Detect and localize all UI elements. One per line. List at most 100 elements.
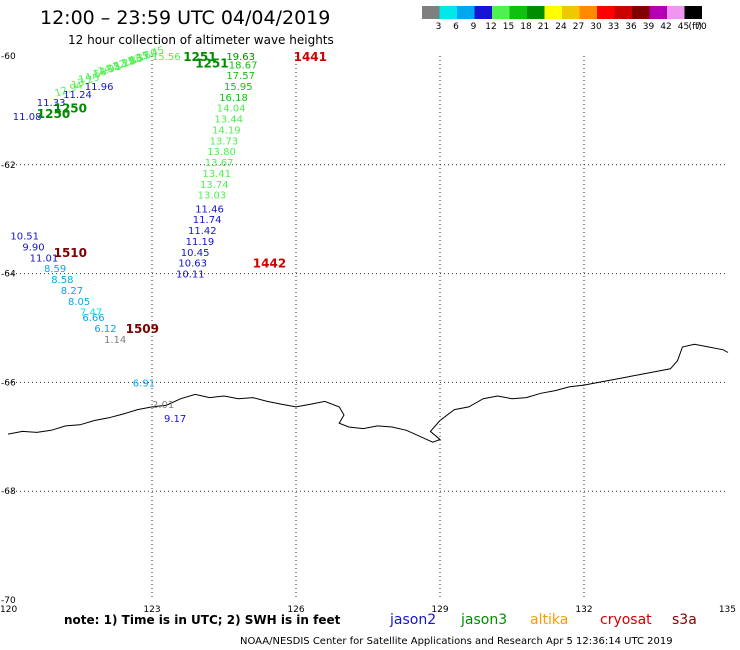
coastline-path (7, 343, 729, 443)
lon-tick-label: 135 (719, 605, 736, 615)
legend-label: 21 (538, 22, 549, 32)
lat-tick-label: -60 (1, 52, 16, 62)
pass-time-label: 1509 (126, 322, 159, 336)
wave-height-value: 11.74 (193, 215, 222, 226)
pass-time-label: 1251 (183, 50, 216, 64)
note-text: note: 1) Time is in UTC; 2) SWH is in fe… (64, 613, 341, 627)
wave-height-value: 13.67 (205, 158, 234, 169)
wave-height-value: 14.04 (217, 104, 246, 115)
wave-height-value: 8.58 (51, 275, 73, 286)
legend-swatch (614, 6, 632, 19)
lon-tick-label: 126 (287, 605, 304, 615)
legend-label: 9 (471, 22, 477, 32)
legend-swatch (457, 6, 475, 19)
wave-height-value: 1.14 (104, 335, 126, 346)
lat-tick-label: -70 (1, 596, 16, 606)
wave-height-value: 14.19 (212, 125, 241, 136)
legend-label: 15 (503, 22, 514, 32)
legend-label: 24 (555, 22, 567, 32)
legend-label: 27 (573, 22, 584, 32)
pass-time-label: 1250 (37, 107, 70, 121)
lat-tick-label: -66 (1, 378, 16, 388)
wave-height-value: 17.57 (226, 71, 255, 82)
satellite-s3a: s3a (672, 612, 697, 628)
wave-height-legend: 3 6 9 12 15 18 21 24 27 30 33 36 39 42 45 70(ft) (422, 6, 707, 32)
wave-height-value: 13.44 (214, 115, 243, 126)
axis-labels: 120 123 126 129 132 135 -60 -62 -64 -66 -68 -70 (0, 52, 736, 615)
pass-time-label: 1510 (54, 246, 87, 260)
pass-time-label: 1442 (253, 257, 286, 271)
wave-height-value: 7.47 (80, 308, 102, 319)
legend-swatch (667, 6, 685, 19)
legend-swatch (579, 6, 597, 19)
lat-tick-label: -64 (1, 270, 16, 280)
wave-height-value: 6.91 (133, 378, 155, 389)
satellite-cryosat: cryosat (600, 612, 652, 628)
observations: 15.4515.3715.2814.9114.6614.2213.8613.60… (10, 45, 327, 425)
wave-height-value: 6.12 (94, 324, 116, 335)
legend-swatch (632, 6, 650, 19)
wave-height-value: 6.66 (82, 313, 104, 324)
legend-label: 30 (590, 22, 602, 32)
legend-swatch (649, 6, 667, 19)
wave-height-value: 11.01 (30, 253, 59, 264)
wave-height-value: 9.90 (22, 242, 44, 253)
wave-height-value: 13.41 (202, 169, 231, 180)
wave-height-value: 10.45 (181, 248, 210, 259)
wave-height-value: 19.63 (226, 52, 255, 63)
wave-height-value: 10.11 (176, 270, 205, 281)
wave-height-value: 13.80 (207, 147, 236, 158)
wave-height-value: 8.05 (68, 297, 90, 308)
wave-height-value: 15.95 (224, 82, 253, 93)
legend-swatch (562, 6, 580, 19)
wave-height-value: 11.08 (13, 112, 42, 123)
legend-label: 45 (678, 22, 689, 32)
wave-height-value: 11.46 (195, 204, 224, 215)
legend-label: 3 (436, 22, 442, 32)
satellite-legend: jason2 jason3 altika cryosat s3a (389, 612, 697, 628)
lat-lon-grid (8, 56, 728, 600)
credit-text: NOAA/NESDIS Center for Satellite Applica… (240, 636, 673, 647)
wave-height-value: 8.27 (61, 286, 83, 297)
legend-swatch (439, 6, 457, 19)
lat-tick-label: -62 (1, 161, 16, 171)
map-subtitle: 12 hour collection of altimeter wave hei… (68, 33, 334, 47)
legend-label: 39 (643, 22, 655, 32)
wave-height-value: 10.51 (10, 232, 39, 243)
wave-height-value: 13.03 (198, 191, 227, 202)
legend-swatch (492, 6, 510, 19)
wave-height-value: 13.74 (200, 180, 229, 191)
pass-time-label: 1441 (294, 50, 327, 64)
wave-height-value: 10.63 (178, 259, 207, 270)
satellite-jason2: jason2 (389, 612, 436, 628)
wave-height-value: 11.33 (37, 98, 66, 109)
pass-time-label: 1251 (195, 57, 228, 71)
map-title: 12:00 – 23:59 UTC 04/04/2019 (40, 7, 330, 29)
coastline (7, 343, 729, 443)
legend-unit: (ft) (688, 22, 702, 32)
legend-label: 6 (453, 22, 459, 32)
wave-height-value: 15.56 (152, 52, 181, 63)
legend-label: 70 (695, 22, 707, 32)
legend-swatch (474, 6, 492, 19)
lon-tick-label: 120 (0, 605, 17, 615)
pass-time-label: 1250 (54, 102, 87, 116)
legend-label: 36 (625, 22, 637, 32)
legend-swatch (597, 6, 615, 19)
legend-swatch (684, 6, 702, 19)
lon-tick-label: 129 (431, 605, 448, 615)
wave-height-value: 11.19 (186, 237, 215, 248)
lon-tick-label: 123 (143, 605, 160, 615)
wave-height-value: 18.67 (229, 61, 258, 72)
wave-height-value: 9.17 (164, 414, 186, 425)
legend-label: 18 (520, 22, 532, 32)
wave-height-value: 11.42 (188, 226, 217, 237)
legend-swatch (509, 6, 527, 19)
legend-swatch (422, 6, 440, 19)
wave-height-value: 8.59 (44, 264, 66, 275)
satellite-jason3: jason3 (460, 612, 507, 628)
legend-label: 12 (485, 22, 496, 32)
wave-height-value: 11.96 (85, 82, 114, 93)
wave-height-value: 2.01 (152, 400, 174, 411)
